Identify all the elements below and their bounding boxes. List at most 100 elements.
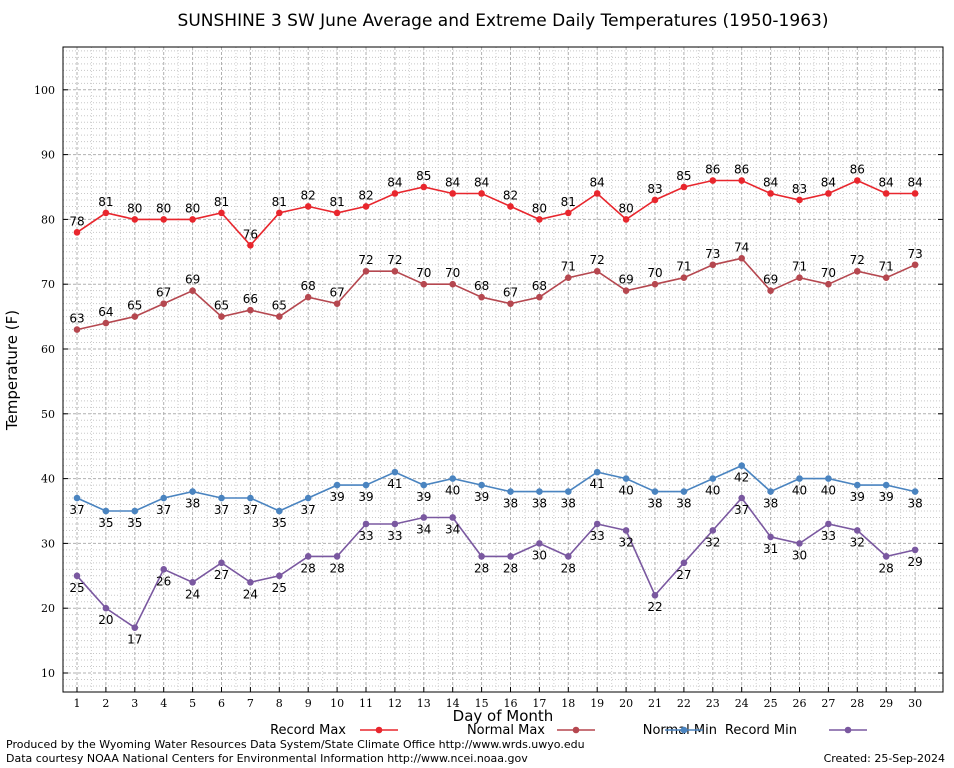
data-label: 82	[301, 188, 316, 202]
x-tick-label: 29	[879, 697, 893, 710]
data-point	[218, 209, 225, 217]
data-label: 80	[127, 201, 142, 215]
x-tick-label: 5	[189, 697, 196, 710]
data-point	[391, 520, 399, 528]
x-tick-label: 30	[908, 697, 922, 710]
data-point	[449, 280, 456, 288]
data-point	[478, 293, 485, 301]
data-point	[218, 313, 225, 320]
data-point	[102, 319, 110, 327]
series-layer: 78 81 80 80 80 81 76 81 82 81 82 84 85 84 84 82 80 81 84 80…	[69, 163, 922, 647]
data-label: 68	[474, 279, 489, 293]
data-point	[825, 520, 832, 528]
data-point	[882, 553, 890, 560]
y-tick-label: 80	[41, 213, 55, 226]
y-tick-label: 40	[41, 473, 55, 486]
series-line	[76, 257, 916, 331]
data-label: 81	[329, 195, 344, 209]
series-record-max: 78 81 80 80 80 81 76 81 82 81 82 84 85 84 84 82 80 81 84 80…	[69, 163, 923, 249]
data-point	[391, 267, 399, 275]
data-label: 40	[792, 484, 807, 498]
data-point	[564, 209, 572, 217]
data-label: 86	[850, 163, 865, 177]
series-normal-min: 37 35 35 37 38 37 37 35 37 39 39 41 39 40 39 38 38 38 41 40…	[69, 462, 923, 530]
data-label: 30	[792, 548, 807, 562]
data-point	[882, 481, 890, 489]
data-point	[738, 494, 745, 502]
series-record-min: 25 20 17 26 24 27 24 25 28 28 33 33 34 34 28 28 30 28 33 32…	[69, 494, 923, 647]
data-label: 84	[879, 175, 894, 189]
x-axis-label: Day of Month	[453, 707, 554, 725]
x-tick-label: 10	[330, 697, 344, 710]
data-point	[507, 300, 514, 307]
data-point	[911, 488, 919, 495]
data-label: 69	[185, 273, 200, 287]
y-axis-label: Temperature (F)	[3, 310, 21, 431]
data-point	[593, 190, 601, 197]
data-label: 83	[647, 182, 662, 196]
x-tick-label: 24	[735, 697, 749, 710]
data-point	[102, 604, 110, 612]
data-label: 28	[503, 561, 518, 575]
data-point	[507, 203, 514, 210]
data-point	[680, 183, 688, 191]
data-label: 80	[618, 201, 633, 215]
data-label: 35	[272, 516, 287, 530]
data-label: 81	[272, 195, 287, 209]
data-point	[680, 488, 688, 495]
data-point	[275, 572, 283, 580]
data-point	[102, 507, 110, 515]
data-point	[911, 546, 919, 554]
data-label: 27	[676, 568, 691, 582]
data-label: 78	[69, 214, 84, 228]
data-label: 64	[98, 305, 113, 319]
y-tick-label: 60	[41, 343, 55, 356]
data-label: 38	[185, 497, 200, 511]
data-label: 38	[532, 497, 547, 511]
data-label: 84	[763, 175, 778, 189]
data-label: 34	[416, 522, 431, 536]
data-point	[247, 494, 254, 502]
data-point	[73, 229, 81, 236]
data-label: 41	[590, 477, 605, 491]
data-label: 72	[590, 253, 605, 267]
y-tick-label: 50	[41, 408, 55, 421]
data-label: 37	[301, 503, 316, 517]
data-label: 25	[69, 581, 84, 595]
x-tick-label: 11	[359, 697, 373, 710]
data-label: 24	[185, 587, 200, 601]
data-label: 31	[763, 542, 778, 556]
data-point	[825, 475, 832, 482]
legend-marker	[572, 726, 580, 734]
y-tick-label: 70	[41, 278, 55, 291]
data-label: 63	[69, 312, 84, 326]
data-label: 81	[214, 195, 229, 209]
data-label: 65	[127, 299, 142, 313]
data-label: 72	[387, 253, 402, 267]
data-label: 33	[590, 529, 605, 543]
data-label: 28	[474, 561, 489, 575]
data-point	[853, 481, 861, 489]
legend-label: Record Min	[725, 723, 797, 738]
data-label: 42	[734, 471, 749, 485]
y-axis-ticks: 10 20 30 40 50 60 70 80 90 100	[34, 84, 943, 680]
data-point	[391, 468, 399, 476]
data-point	[275, 507, 283, 515]
data-label: 86	[705, 163, 720, 177]
data-label: 28	[561, 561, 576, 575]
data-label: 30	[532, 548, 547, 562]
data-label: 70	[445, 266, 460, 280]
data-label: 80	[156, 201, 171, 215]
data-point	[333, 553, 341, 560]
data-label: 76	[243, 227, 258, 241]
data-label: 39	[879, 490, 894, 504]
legend-label: Record Max	[270, 723, 346, 738]
data-label: 82	[358, 188, 373, 202]
data-point	[160, 300, 167, 307]
data-point	[102, 209, 110, 217]
data-point	[449, 514, 456, 521]
data-label: 69	[763, 273, 778, 287]
data-point	[304, 494, 312, 502]
data-point	[622, 527, 630, 534]
x-tick-label: 19	[590, 697, 604, 710]
